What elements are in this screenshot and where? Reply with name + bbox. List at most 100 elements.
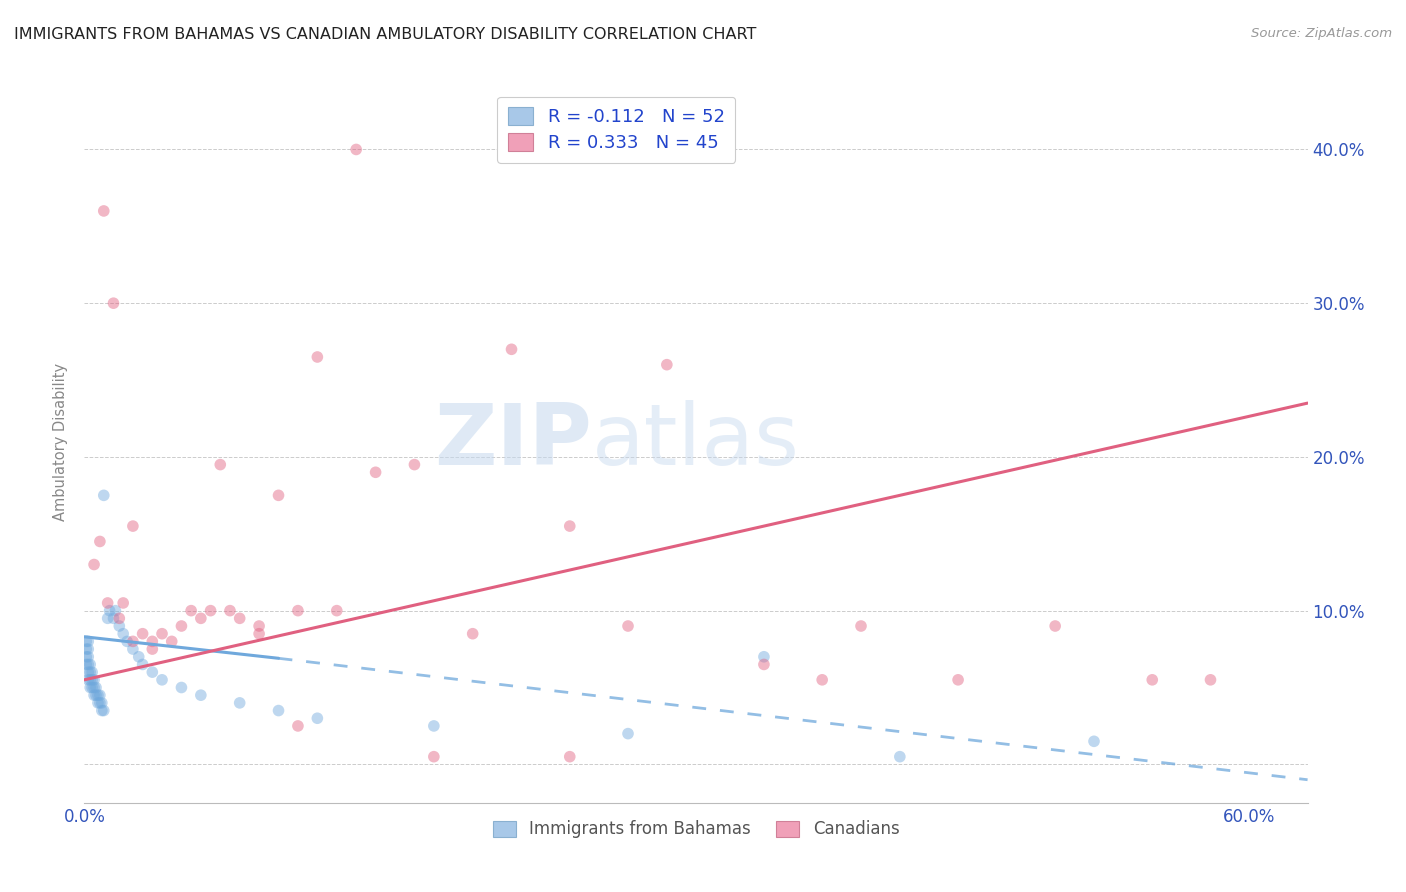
Point	[87, 688, 110, 702]
Point	[90, 704, 112, 718]
Point	[1142, 673, 1164, 687]
Point	[84, 688, 107, 702]
Point	[131, 657, 153, 672]
Point	[190, 611, 212, 625]
Y-axis label: Ambulatory Disability: Ambulatory Disability	[53, 362, 69, 521]
Point	[93, 488, 115, 502]
Point	[103, 296, 125, 310]
Point	[77, 634, 100, 648]
Point	[219, 604, 242, 618]
Point	[77, 642, 100, 657]
Point	[1199, 673, 1222, 687]
Point	[141, 642, 163, 657]
Point	[752, 649, 775, 664]
Point	[849, 619, 872, 633]
Point	[75, 649, 97, 664]
Point	[122, 642, 145, 657]
Point	[108, 619, 131, 633]
Point	[228, 696, 250, 710]
Point	[655, 358, 678, 372]
Point	[558, 519, 581, 533]
Point	[267, 488, 290, 502]
Point	[98, 604, 121, 618]
Point	[364, 465, 387, 479]
Point	[79, 681, 101, 695]
Point	[84, 681, 107, 695]
Point	[97, 611, 120, 625]
Point	[150, 626, 173, 640]
Point	[160, 634, 183, 648]
Point	[228, 611, 250, 625]
Point	[77, 665, 100, 680]
Point	[89, 534, 111, 549]
Point	[1083, 734, 1105, 748]
Point	[87, 696, 110, 710]
Point	[180, 604, 202, 618]
Point	[131, 626, 153, 640]
Text: atlas: atlas	[592, 400, 800, 483]
Point	[1043, 619, 1066, 633]
Point	[501, 343, 523, 357]
Point	[326, 604, 349, 618]
Point	[75, 634, 97, 648]
Point	[404, 458, 426, 472]
Point	[112, 626, 135, 640]
Point	[287, 604, 309, 618]
Point	[82, 681, 104, 695]
Point	[170, 619, 193, 633]
Point	[89, 696, 111, 710]
Point	[83, 558, 105, 572]
Point	[77, 649, 100, 664]
Point	[141, 634, 163, 648]
Point	[93, 704, 115, 718]
Point	[889, 749, 911, 764]
Point	[423, 719, 446, 733]
Point	[617, 726, 640, 740]
Text: Source: ZipAtlas.com: Source: ZipAtlas.com	[1251, 27, 1392, 40]
Point	[811, 673, 834, 687]
Point	[558, 749, 581, 764]
Point	[90, 696, 112, 710]
Point	[104, 604, 127, 618]
Point	[200, 604, 222, 618]
Point	[141, 665, 163, 680]
Point	[190, 688, 212, 702]
Point	[752, 657, 775, 672]
Point	[75, 642, 97, 657]
Point	[307, 711, 329, 725]
Point	[247, 626, 270, 640]
Point	[150, 673, 173, 687]
Point	[307, 350, 329, 364]
Point	[423, 749, 446, 764]
Point	[83, 688, 105, 702]
Point	[170, 681, 193, 695]
Point	[83, 681, 105, 695]
Point	[112, 596, 135, 610]
Point	[97, 596, 120, 610]
Point	[79, 665, 101, 680]
Point	[108, 611, 131, 625]
Point	[115, 634, 138, 648]
Legend: Immigrants from Bahamas, Canadians: Immigrants from Bahamas, Canadians	[486, 814, 905, 845]
Point	[82, 673, 104, 687]
Point	[82, 665, 104, 680]
Point	[77, 673, 100, 687]
Point	[83, 673, 105, 687]
Point	[287, 719, 309, 733]
Point	[77, 657, 100, 672]
Point	[128, 649, 150, 664]
Point	[267, 704, 290, 718]
Point	[344, 143, 367, 157]
Point	[209, 458, 232, 472]
Point	[122, 519, 145, 533]
Point	[461, 626, 484, 640]
Point	[946, 673, 969, 687]
Text: ZIP: ZIP	[434, 400, 592, 483]
Point	[617, 619, 640, 633]
Point	[79, 673, 101, 687]
Point	[79, 657, 101, 672]
Point	[89, 688, 111, 702]
Point	[122, 634, 145, 648]
Point	[103, 611, 125, 625]
Point	[247, 619, 270, 633]
